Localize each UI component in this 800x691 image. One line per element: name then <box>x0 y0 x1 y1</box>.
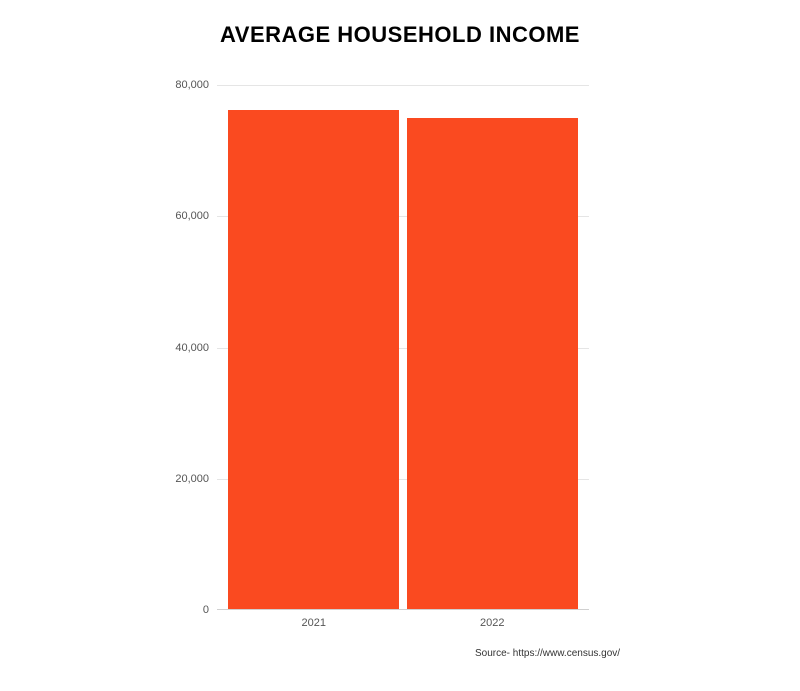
y-axis-label: 60,000 <box>175 210 217 222</box>
y-axis-label: 40,000 <box>175 342 217 354</box>
x-axis-label: 2022 <box>480 609 504 629</box>
y-axis-label: 20,000 <box>175 473 217 485</box>
x-axis-label: 2021 <box>301 609 325 629</box>
gridline <box>217 85 589 86</box>
source-attribution: Source- https://www.census.gov/ <box>475 648 620 659</box>
chart-plot-area: 020,00040,00060,00080,00020212022 <box>217 85 589 610</box>
y-axis-label: 0 <box>203 604 217 616</box>
y-axis-label: 80,000 <box>175 79 217 91</box>
chart-title: AVERAGE HOUSEHOLD INCOME <box>0 22 800 48</box>
bar <box>407 118 578 609</box>
bar <box>228 110 399 609</box>
